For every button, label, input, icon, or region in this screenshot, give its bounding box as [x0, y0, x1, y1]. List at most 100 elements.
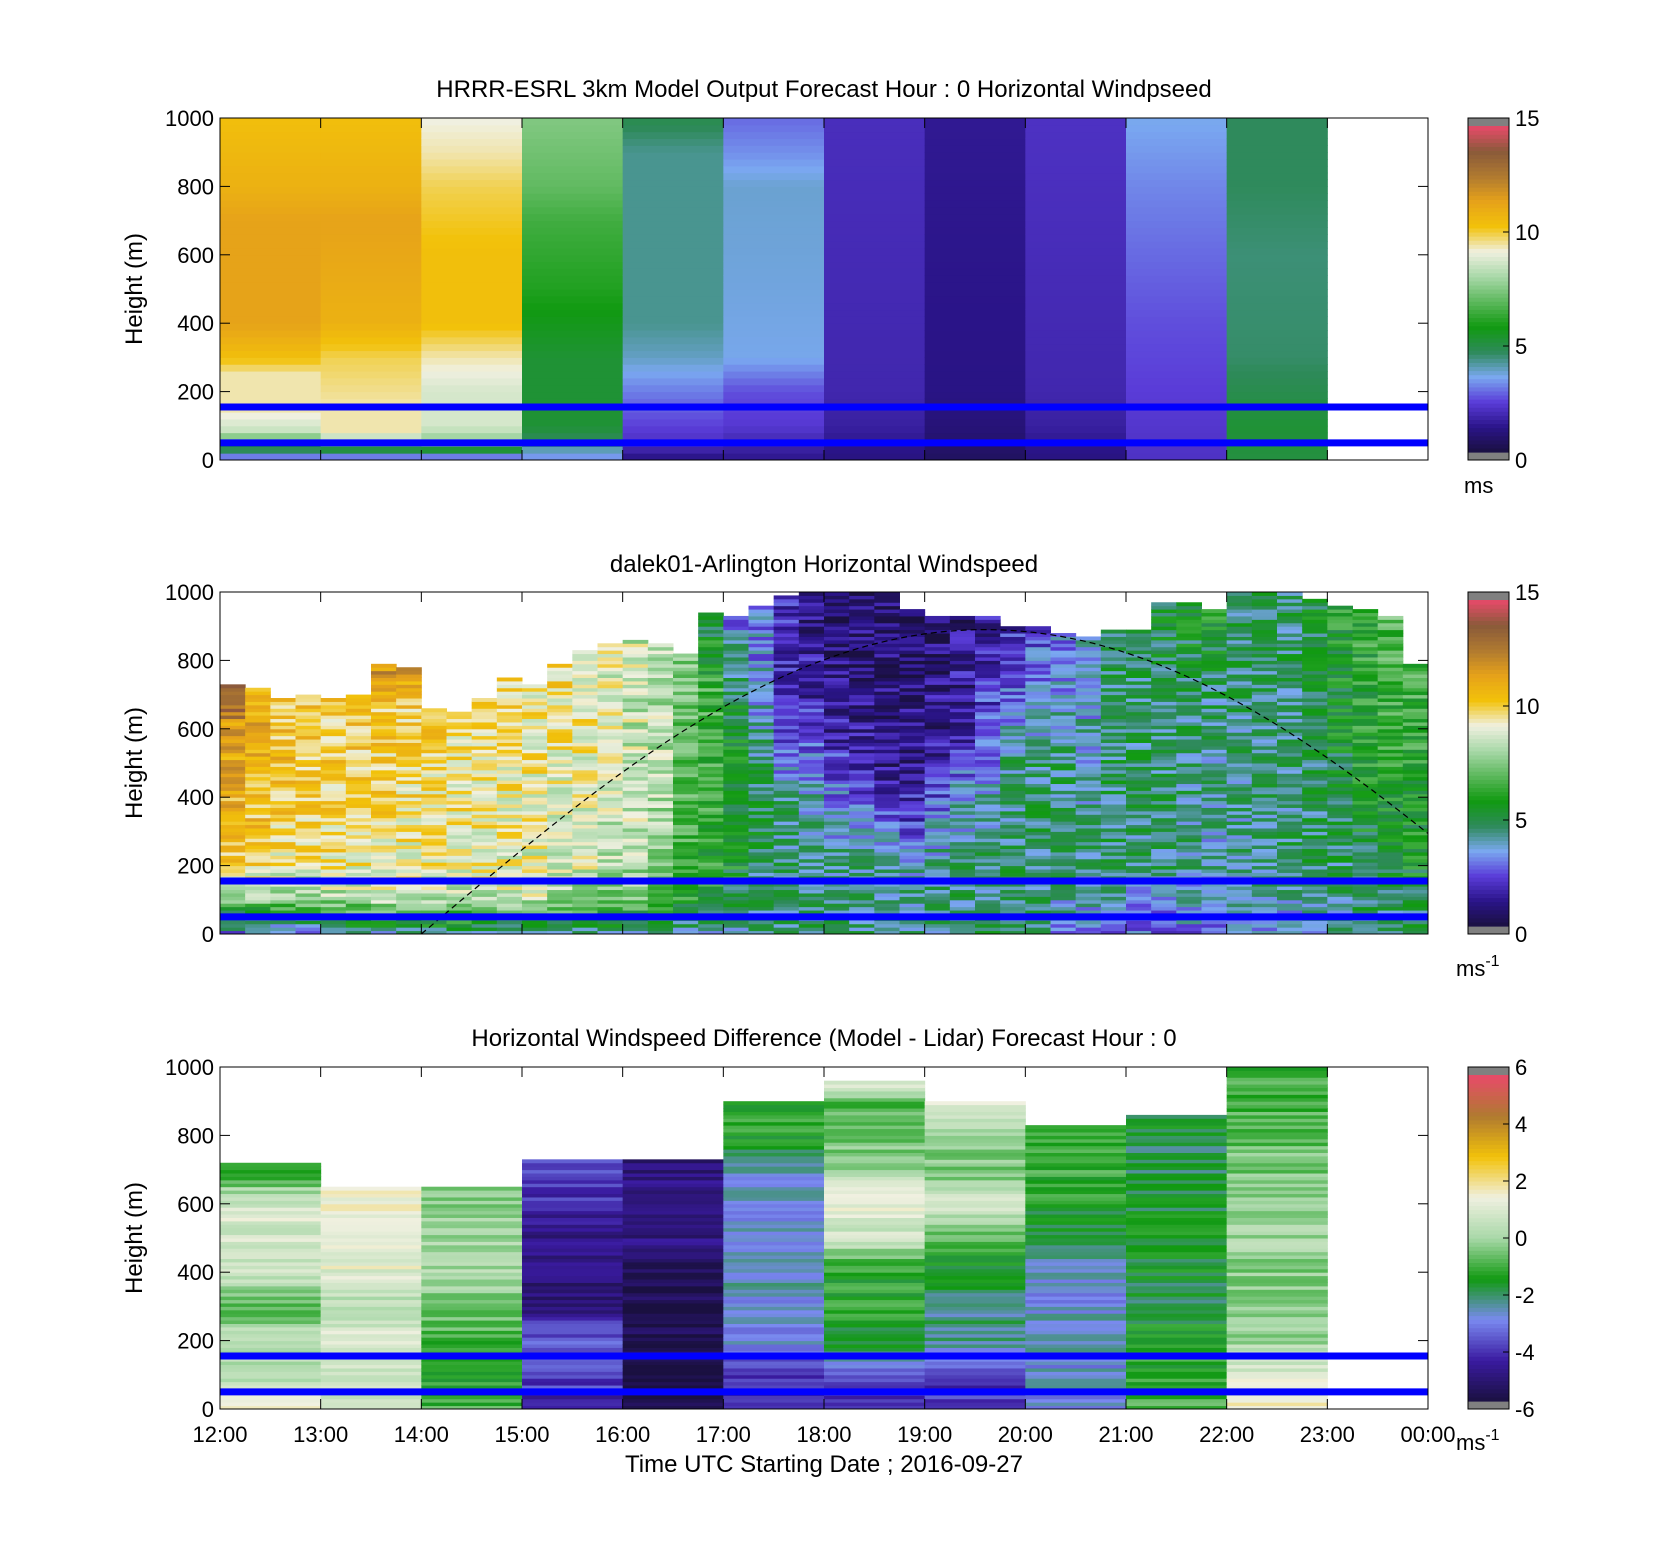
lidar-cell [1126, 814, 1152, 819]
lidar-cell [1075, 783, 1102, 788]
lidar-cell [572, 865, 598, 870]
lidar-cell [1000, 797, 1026, 802]
lidar-cell [270, 793, 296, 798]
lidar-cell [522, 715, 548, 720]
lidar-cell [798, 718, 825, 723]
lidar-cell [1176, 773, 1202, 778]
lidar-cell [1100, 660, 1127, 665]
lidar-cell [874, 660, 900, 665]
lidar-cell [1050, 718, 1077, 723]
lidar-cell [245, 752, 271, 757]
lidar-cell [547, 906, 573, 911]
lidar-cell [723, 773, 749, 778]
lidar-cell [824, 605, 850, 610]
lidar-cell [773, 677, 800, 682]
lidar-cell [547, 896, 573, 901]
lidar-cell [1176, 920, 1202, 925]
lidar-cell [1226, 732, 1253, 737]
lidar-cell [1377, 763, 1404, 767]
lidar-cell [899, 739, 926, 743]
lidar-cell [320, 732, 347, 737]
lidar-cell [421, 838, 447, 843]
lidar-cell [773, 862, 800, 867]
lidar-cell [446, 865, 473, 870]
lidar-cell [1025, 899, 1051, 904]
lidar-cell [345, 930, 372, 934]
lidar-cell [622, 858, 649, 863]
lidar-cell [1000, 718, 1026, 723]
model-cell [1226, 145, 1328, 153]
lidar-cell [1000, 663, 1026, 668]
lidar-cell [748, 667, 775, 672]
lidar-cell [975, 862, 1001, 867]
lidar-cell [622, 810, 649, 815]
lidar-cell [1126, 872, 1152, 877]
lidar-cell [1025, 858, 1051, 863]
lidar-cell [698, 927, 724, 932]
lidar-cell [1302, 821, 1328, 826]
lidar-cell [547, 694, 573, 699]
lidar-cell [295, 865, 322, 870]
lidar-cell [522, 687, 548, 692]
lidar-cell [1151, 619, 1177, 624]
lidar-cell [320, 780, 347, 785]
lidar-cell [1377, 838, 1404, 843]
lidar-cell [647, 653, 674, 658]
lidar-cell [874, 899, 900, 904]
lidar-cell [849, 797, 875, 802]
lidar-cell [798, 790, 825, 795]
lidar-cell [1201, 763, 1228, 767]
model-cell [1226, 398, 1328, 406]
model-cell [522, 302, 624, 311]
lidar-cell [1352, 653, 1379, 658]
lidar-cell [471, 827, 498, 832]
lidar-cell [1302, 667, 1328, 672]
lidar-cell [773, 708, 800, 713]
lidar-cell [220, 783, 246, 788]
lidar-cell [1050, 786, 1077, 791]
lidar-cell [824, 609, 850, 614]
lidar-cell [220, 910, 246, 914]
lidar-cell [949, 889, 976, 894]
model-cell [220, 241, 322, 249]
lidar-cell [773, 701, 800, 706]
lidar-cell [1327, 643, 1353, 648]
lidar-cell [446, 851, 473, 856]
lidar-cell [1402, 797, 1428, 802]
lidar-cell [345, 899, 372, 904]
lidar-cell [975, 732, 1001, 737]
lidar-cell [1302, 780, 1328, 785]
lidar-cell [924, 653, 951, 658]
lidar-cell [496, 694, 523, 699]
lidar-cell [597, 674, 624, 678]
model-cell [421, 377, 523, 386]
lidar-cell [622, 920, 649, 925]
lidar-cell [396, 694, 422, 699]
lidar-cell [1302, 834, 1328, 839]
model-cell [723, 138, 825, 146]
lidar-cell [1226, 650, 1253, 655]
lidar-cell [622, 653, 649, 658]
lidar-cell [572, 718, 598, 723]
lidar-cell [396, 687, 422, 692]
lidar-cell [270, 701, 296, 706]
lidar-cell [1377, 872, 1404, 877]
lidar-cell [1176, 646, 1202, 651]
lidar-cell [798, 807, 825, 812]
model-cell [1226, 247, 1328, 256]
lidar-cell [1352, 680, 1379, 685]
lidar-cell [1327, 855, 1353, 860]
lidar-cell [1025, 910, 1051, 914]
model-cell [924, 377, 1026, 386]
lidar-cell [1352, 626, 1379, 631]
lidar-cell [748, 725, 775, 730]
lidar-cell [673, 691, 699, 696]
panel-2-boundary-layer-curve [420, 628, 1428, 934]
lidar-cell [647, 739, 674, 743]
lidar-cell [1025, 896, 1051, 901]
lidar-cell [1100, 851, 1127, 856]
lidar-cell [572, 715, 598, 720]
model-cell [1126, 186, 1228, 194]
lidar-cell [547, 769, 573, 774]
lidar-cell [975, 780, 1001, 785]
